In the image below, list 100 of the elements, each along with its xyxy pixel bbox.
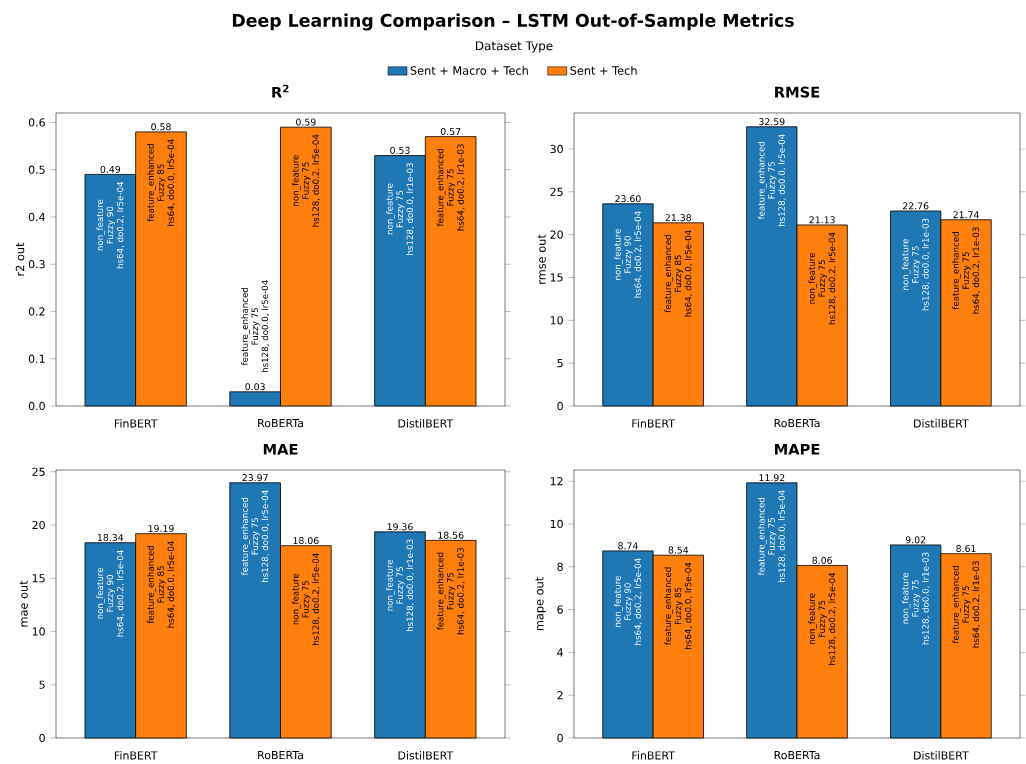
annotation: Fuzzy 90 bbox=[624, 583, 633, 620]
annotation: hs64, do0.0, lr5e-04 bbox=[167, 541, 175, 628]
y-tick-label: 20 bbox=[32, 520, 45, 530]
annotation: feature_enhanced bbox=[664, 567, 674, 645]
data-label: 32.59 bbox=[759, 118, 785, 126]
data-label: 8.06 bbox=[812, 556, 832, 564]
x-tick-label: FinBERT bbox=[632, 419, 675, 428]
annotation: hs64, do0.2, lr1e-03 bbox=[972, 561, 980, 648]
y-axis-title: mae out bbox=[19, 580, 28, 627]
annotation: non_feature bbox=[614, 229, 623, 280]
y-tick-label: 10 bbox=[32, 627, 45, 636]
annotation: non_feature bbox=[96, 199, 106, 251]
annotation: hs64, do0.0, lr5e-04 bbox=[167, 139, 175, 226]
chart-title: R$^{2}$ bbox=[272, 84, 289, 98]
x-tick-label: RoBERTa bbox=[258, 751, 303, 760]
annotation: non_feature bbox=[614, 576, 623, 627]
annotation: Fuzzy 75 bbox=[912, 580, 921, 617]
data-label: 18.56 bbox=[438, 531, 464, 539]
x-tick-label: DistilBERT bbox=[914, 751, 969, 760]
y-tick-label: 0.4 bbox=[28, 212, 45, 222]
x-tick-label: FinBERT bbox=[114, 751, 158, 760]
data-label: 18.06 bbox=[293, 537, 319, 545]
y-tick-label: 10 bbox=[550, 519, 563, 529]
annotation: hs128, do0.0, lr5e-04 bbox=[261, 280, 270, 373]
data-label: 0.58 bbox=[151, 123, 171, 131]
annotation: feature_enhanced bbox=[952, 566, 961, 644]
y-tick-label: 10 bbox=[550, 316, 563, 325]
y-tick-label: 30 bbox=[550, 144, 563, 154]
y-tick-label: 0 bbox=[39, 733, 45, 743]
annotation: Fuzzy 75 bbox=[396, 567, 405, 604]
annotation: hs64, do0.0, lr5e-04 bbox=[684, 230, 693, 317]
annotation: Fuzzy 75 bbox=[302, 580, 311, 618]
annotation: Fuzzy 85 bbox=[157, 164, 166, 201]
annotation: hs128, do0.0, lr1e-03 bbox=[406, 539, 414, 632]
y-tick-label: 0.1 bbox=[28, 354, 45, 363]
y-tick-label: 2 bbox=[557, 691, 563, 700]
annotation: Fuzzy 75 bbox=[302, 162, 311, 199]
y-axis-title: mape out bbox=[535, 577, 546, 631]
annotation: Fuzzy 75 bbox=[768, 518, 777, 555]
annotation: hs128, do0.0, lr1e-03 bbox=[406, 163, 414, 255]
y-tick-label: 5 bbox=[557, 359, 563, 368]
annotation: feature_enhanced bbox=[147, 144, 156, 222]
data-label: 19.19 bbox=[148, 525, 174, 533]
annotation: Fuzzy 75 bbox=[962, 586, 971, 623]
annotation: hs64, do0.0, lr5e-04 bbox=[684, 562, 693, 649]
data-label: 19.36 bbox=[387, 523, 413, 531]
y-tick-label: 25 bbox=[550, 187, 563, 196]
y-tick-label: 12 bbox=[550, 477, 563, 486]
annotation: Fuzzy 75 bbox=[251, 518, 260, 555]
y-tick-label: 6 bbox=[557, 605, 563, 614]
annotation: feature_enhanced bbox=[147, 546, 156, 624]
annotation: Fuzzy 85 bbox=[674, 587, 683, 625]
annotation: Fuzzy 75 bbox=[818, 600, 827, 638]
y-tick-label: 20 bbox=[550, 230, 563, 239]
data-label: 9.02 bbox=[905, 536, 926, 544]
data-label: 22.76 bbox=[903, 202, 929, 210]
annotation: hs128, do0.2, lr5e-04 bbox=[828, 232, 837, 325]
annotation: hs128, do0.2, lr5e-04 bbox=[312, 553, 320, 645]
annotation: Fuzzy 90 bbox=[106, 575, 115, 612]
annotation: hs128, do0.2, lr5e-04 bbox=[312, 134, 320, 227]
y-tick-label: 0 bbox=[557, 401, 563, 411]
legend-label: Sent + Tech bbox=[570, 66, 637, 75]
annotation: non_feature bbox=[901, 572, 911, 624]
annotation: feature_enhanced bbox=[241, 287, 250, 366]
legend-label: Sent + Macro + Tech bbox=[410, 66, 528, 75]
annotation: Fuzzy 75 bbox=[818, 260, 827, 297]
annotation: feature_enhanced bbox=[241, 497, 250, 576]
data-label: 0.49 bbox=[100, 165, 121, 173]
data-label: 21.74 bbox=[953, 211, 979, 219]
data-label: 0.53 bbox=[390, 146, 410, 154]
annotation: Fuzzy 75 bbox=[962, 252, 971, 289]
data-label: 23.97 bbox=[242, 474, 268, 482]
x-tick-label: RoBERTa bbox=[258, 419, 303, 428]
annotation: non_feature bbox=[386, 559, 395, 611]
annotation: Fuzzy 75 bbox=[251, 308, 260, 345]
annotation: hs128, do0.0, lr5e-04 bbox=[261, 490, 270, 583]
data-label: 11.92 bbox=[759, 474, 785, 482]
y-tick-label: 8 bbox=[557, 562, 563, 571]
annotation: non_feature bbox=[808, 593, 817, 645]
y-tick-label: 0.2 bbox=[28, 307, 45, 316]
data-label: 21.13 bbox=[809, 216, 835, 224]
y-tick-label: 0.5 bbox=[28, 165, 45, 174]
annotation: non_feature bbox=[291, 155, 301, 206]
chart-title: MAE bbox=[263, 443, 298, 455]
annotation: feature_enhanced bbox=[757, 497, 767, 576]
data-label: 21.38 bbox=[665, 214, 692, 222]
data-label: 8.61 bbox=[956, 545, 976, 553]
annotation: feature_enhanced bbox=[664, 235, 674, 313]
y-tick-label: 25 bbox=[32, 467, 45, 476]
y-tick-label: 0.3 bbox=[28, 260, 45, 269]
legend-title: Dataset Type bbox=[475, 41, 553, 53]
x-tick-label: DistilBERT bbox=[398, 751, 454, 760]
annotation: hs128, do0.0, lr5e-04 bbox=[778, 490, 786, 583]
annotation: Fuzzy 90 bbox=[106, 206, 115, 244]
x-tick-label: FinBERT bbox=[114, 419, 158, 428]
annotation: feature_enhanced bbox=[757, 141, 767, 220]
data-label: 18.34 bbox=[97, 534, 124, 542]
x-tick-label: DistilBERT bbox=[398, 419, 454, 428]
x-tick-label: RoBERTa bbox=[774, 751, 820, 760]
chart-title: MAPE bbox=[774, 443, 820, 455]
